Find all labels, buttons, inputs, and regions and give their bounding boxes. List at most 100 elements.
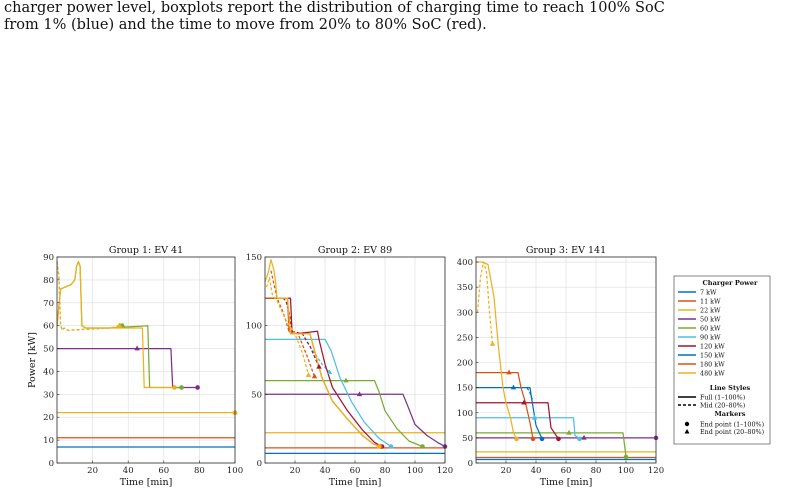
plot-area — [57, 257, 235, 463]
y-tick-label: 60 — [43, 322, 54, 332]
chart-panels: 20 40 60 80 100 0 10 20 30 40 50 60 70 80 90 Group 1: E… — [27, 245, 664, 488]
end-point-mid-50kW — [581, 434, 587, 440]
end-point-mid-480kW — [489, 340, 496, 346]
end-point-full-480kW — [514, 436, 519, 442]
end-point-mid-150kW — [510, 384, 517, 390]
legend-end-full-marker — [684, 421, 690, 427]
series-line-480kW-full — [476, 261, 518, 440]
axis-box — [56, 256, 236, 464]
end-point-mid-120kW — [316, 363, 322, 369]
legend-markers-title: Markers — [715, 410, 746, 418]
legend-label-120kW: 120 kW — [700, 342, 725, 350]
y-tick-label: 0 — [49, 459, 54, 469]
end-point-mid-180kW — [311, 373, 318, 379]
x-tick-label: 100 — [618, 466, 634, 476]
x-tick-label: 80 — [194, 466, 205, 476]
series-line-480kW-mid — [265, 276, 310, 376]
end-point-full-60kW — [179, 385, 184, 390]
legend-title: Charger Power — [703, 279, 758, 287]
x-tick-label: 40 — [531, 466, 542, 476]
chart-title: Group 2: EV 89 — [318, 245, 392, 256]
end-point-mid-50kW — [356, 391, 363, 397]
y-tick-label: 300 — [457, 308, 473, 318]
series-line-480kW-mid — [57, 261, 120, 331]
end-point-full-120kW — [556, 436, 561, 442]
x-tick-label: 20 — [501, 466, 512, 476]
series-group — [57, 260, 235, 448]
series-line-120kW-mid — [282, 297, 320, 368]
legend-label-50kW: 50 kW — [700, 315, 721, 323]
legend-mid-label: Mid (20–80%) — [700, 402, 745, 410]
series-line-480kW-full — [57, 260, 175, 389]
x-tick-label: 20 — [290, 466, 301, 476]
x-tick-label: 120 — [648, 466, 664, 476]
y-tick-label: 100 — [457, 409, 473, 419]
legend-end-full-label: End point (1–100%) — [700, 421, 764, 429]
end-point-full-60kW — [623, 454, 629, 460]
x-tick-label: 120 — [437, 466, 453, 476]
end-point-mid-50kW — [134, 345, 140, 351]
series-line-50kW-full — [265, 393, 445, 448]
legend-label-11kW: 11 kW — [700, 297, 721, 305]
series-line-90kW-full — [265, 338, 392, 448]
x-tick-label: 80 — [380, 466, 391, 476]
series-line-480kW-mid — [476, 261, 494, 344]
x-tick-label: 60 — [350, 466, 361, 476]
series-line-150kW-mid — [526, 387, 534, 401]
y-tick-label: 200 — [457, 359, 473, 369]
y-tick-label: 100 — [246, 322, 262, 332]
y-tick-label: 50 — [462, 434, 473, 444]
chart-panel-1: 20 40 60 80 100 0 10 20 30 40 50 60 70 80 90 Group 1: E… — [27, 245, 243, 488]
y-tick-label: 250 — [457, 333, 473, 343]
x-axis-label: Time [min] — [329, 477, 382, 488]
y-tick-label: 50 — [43, 345, 54, 355]
caption-line-1: charger power level, boxplots report the… — [4, 0, 665, 16]
y-tick-label: 70 — [43, 299, 54, 309]
series-line-90kW-full — [476, 417, 580, 440]
chart-title: Group 1: EV 41 — [109, 245, 183, 256]
y-tick-label: 150 — [246, 253, 262, 263]
series-line-60kW-full — [476, 432, 627, 458]
end-point-full-480kW — [376, 444, 382, 449]
legend-end-mid-marker — [684, 429, 690, 434]
series-line-180kW-full — [476, 371, 534, 440]
end-point-full-180kW — [530, 436, 536, 442]
y-tick-label: 150 — [457, 384, 473, 394]
series-line-180kW-mid — [270, 270, 316, 377]
end-point-full-50kW — [195, 385, 200, 390]
y-tick-label: 40 — [43, 367, 54, 377]
legend-label-60kW: 60 kW — [700, 324, 721, 332]
series-line-50kW-full — [57, 347, 198, 389]
end-point-mid-90kW — [531, 414, 538, 420]
legend-box — [673, 275, 771, 445]
y-tick-label: 80 — [43, 276, 54, 286]
x-axis-label: Time [min] — [540, 477, 593, 488]
legend-label-180kW: 180 kW — [700, 360, 725, 368]
end-point-mid-60kW — [566, 429, 572, 435]
x-tick-label: 40 — [123, 466, 134, 476]
y-tick-label: 0 — [468, 459, 473, 469]
end-point-full-60kW — [420, 444, 425, 449]
x-tick-label: 100 — [227, 466, 243, 476]
caption-line-2: from 1% (blue) and the time to move from… — [4, 17, 487, 33]
x-tick-label: 100 — [407, 466, 423, 476]
x-axis-label: Time [min] — [120, 477, 173, 488]
x-tick-label: 60 — [158, 466, 169, 476]
y-tick-label: 10 — [43, 436, 54, 446]
y-tick-label: 20 — [43, 413, 54, 423]
chart-title: Group 3: EV 141 — [526, 245, 606, 256]
legend-label-90kW: 90 kW — [700, 333, 721, 341]
end-point-mid-120kW — [521, 399, 527, 405]
y-tick-label: 400 — [457, 258, 473, 268]
y-tick-label: 0 — [257, 459, 262, 469]
series-group — [265, 259, 445, 455]
figure-caption: charger power level, boxplots report the… — [4, 0, 784, 34]
chart-panel-3: 20 40 60 80 100 120 0 50 100 150 200 250 300 350 400 Gr… — [457, 245, 664, 488]
x-tick-label: 40 — [320, 466, 331, 476]
end-point-full-90kW — [388, 444, 394, 449]
legend-label-150kW: 150 kW — [700, 351, 725, 359]
end-point-mid-480kW — [116, 322, 122, 328]
end-point-mid-480kW — [305, 372, 312, 377]
